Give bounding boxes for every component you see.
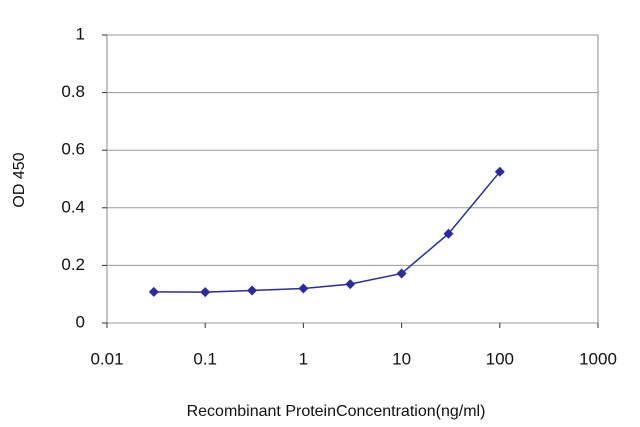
y-tick-label: 0.2 xyxy=(61,255,85,274)
x-tick-label: 1000 xyxy=(579,349,617,368)
y-axis-label: OD 450 xyxy=(11,152,28,207)
data-point xyxy=(443,228,454,239)
y-tick-label: 0 xyxy=(76,312,85,331)
data-point xyxy=(494,166,505,177)
x-axis-label: Recombinant ProteinConcentration(ng/ml) xyxy=(187,403,486,420)
y-tick-label: 0.8 xyxy=(61,82,85,101)
data-point xyxy=(298,283,309,294)
x-tick-label: 100 xyxy=(486,349,514,368)
data-point xyxy=(345,279,356,290)
data-point xyxy=(148,286,159,297)
plot-area xyxy=(106,34,599,324)
x-tick-label: 10 xyxy=(392,349,411,368)
x-tick-label: 1 xyxy=(299,349,308,368)
y-tick-label: 1 xyxy=(76,24,85,43)
data-point xyxy=(247,285,258,296)
x-tick-label: 0.01 xyxy=(90,349,123,368)
y-tick-label: 0.6 xyxy=(61,140,85,159)
y-tick-label: 0.4 xyxy=(61,197,85,216)
data-point xyxy=(200,287,211,298)
x-tick-label: 0.1 xyxy=(193,349,217,368)
series-line xyxy=(153,171,501,293)
data-point xyxy=(396,268,407,279)
